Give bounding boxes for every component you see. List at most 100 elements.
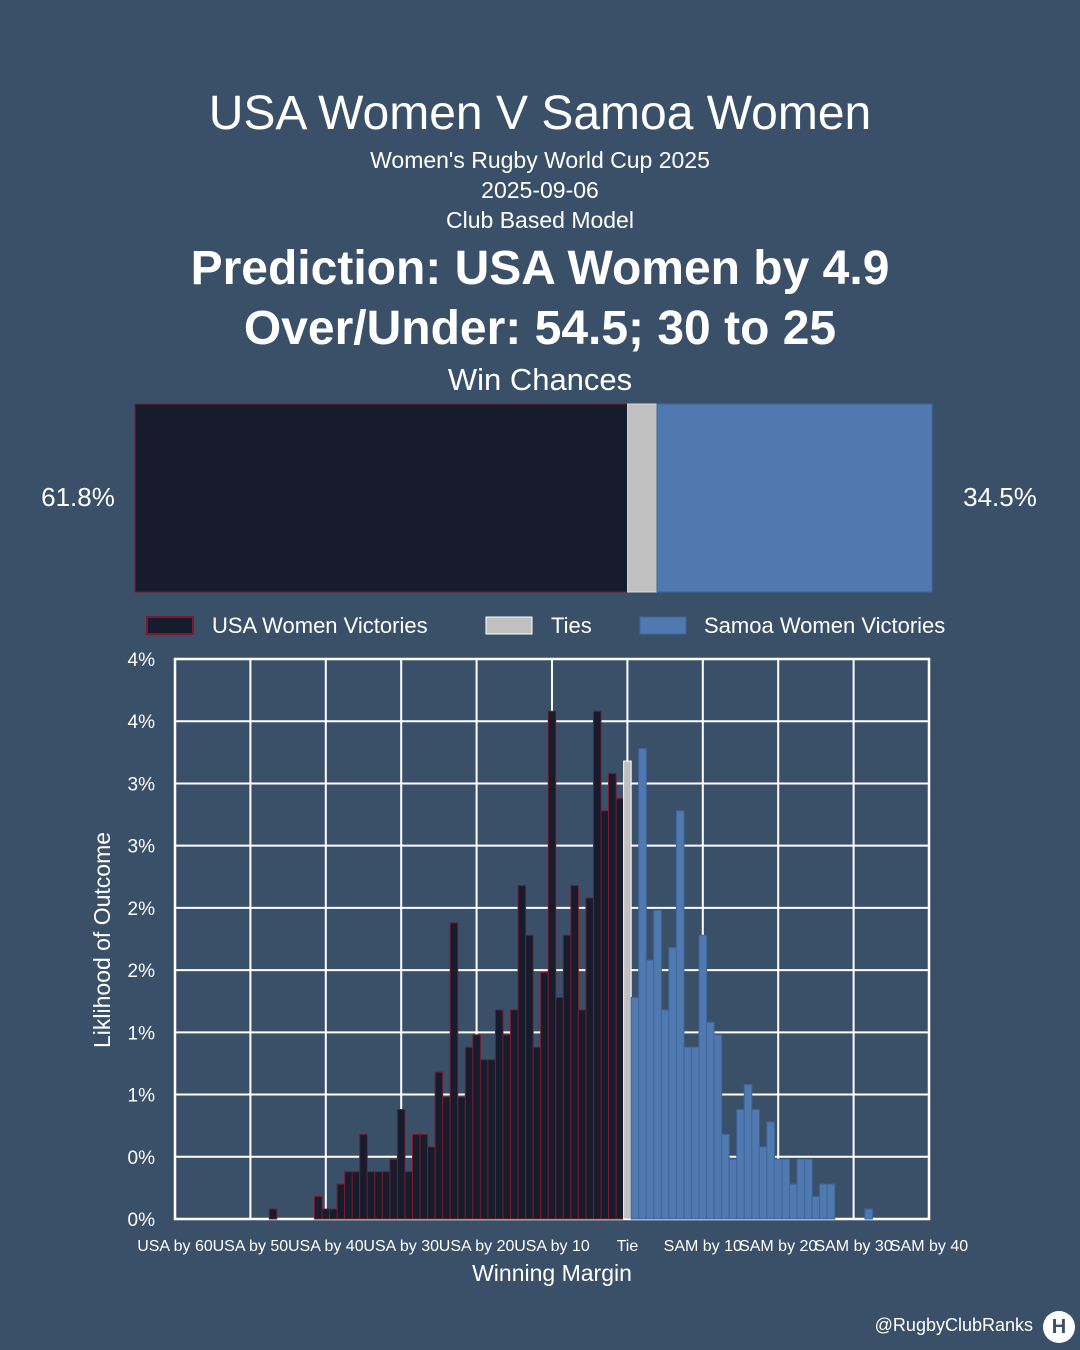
bar-usa (570, 884, 579, 1220)
bar-usa (396, 1108, 406, 1220)
bar-samoa (675, 810, 685, 1220)
legend-swatch-samoa (639, 616, 687, 635)
legend: USA Women Victories Ties Samoa Women Vic… (146, 613, 945, 638)
bar-samoa (713, 1034, 723, 1220)
x-tick-label: SAM by 20 (739, 1238, 817, 1255)
bar-samoa (804, 1158, 813, 1220)
bar-usa (351, 1171, 361, 1220)
samoa-win-pct: 34.5% (963, 482, 1037, 512)
histogram-plot: 0%0%1%1%2%2%3%3%4%4%USA by 60 USA by 50 US… (128, 650, 969, 1255)
x-tick-label: USA by 40 (288, 1238, 364, 1255)
bar-samoa (721, 1133, 730, 1220)
y-tick-label: 2% (128, 961, 156, 982)
legend-swatch-usa (146, 616, 194, 635)
bar-usa (555, 996, 564, 1220)
y-tick-label: 2% (128, 899, 156, 920)
bar-usa (404, 1171, 414, 1220)
win-bar-usa (134, 403, 629, 593)
bar-usa (321, 1208, 331, 1220)
bar-usa (434, 1071, 444, 1220)
bar-usa (585, 897, 594, 1220)
bar-usa (359, 1133, 368, 1220)
bar-usa (517, 884, 527, 1220)
bar-samoa (796, 1158, 806, 1220)
bar-usa (419, 1133, 429, 1220)
bar-samoa (864, 1208, 873, 1220)
bar-samoa (645, 959, 655, 1220)
over-under-text: Over/Under: 54.5; 30 to 25 (243, 302, 837, 355)
x-tick-label: USA by 20 (439, 1238, 515, 1255)
bar-usa (427, 1146, 436, 1220)
bar-usa (547, 710, 557, 1220)
x-tick-label: Tie (617, 1238, 639, 1255)
bar-samoa (781, 1158, 791, 1220)
bar-samoa (728, 1158, 738, 1220)
y-axis-label: Liklihood of Outcome (89, 832, 115, 1048)
legend-label-samoa: Samoa Women Victories (704, 613, 945, 638)
y-tick-label: 3% (128, 774, 156, 795)
bar-usa (577, 1009, 587, 1220)
rugby-posts-logo-icon: H (1043, 1311, 1075, 1343)
x-tick-label: SAM by 40 (890, 1238, 968, 1255)
x-tick-label: USA by 60 (137, 1238, 213, 1255)
legend-swatch-tie (485, 616, 533, 635)
bar-samoa (683, 1046, 692, 1220)
win-chances-bar (134, 403, 933, 593)
bar-usa (268, 1208, 278, 1220)
bar-usa (540, 972, 549, 1220)
bar-usa (510, 1009, 519, 1220)
bar-usa (313, 1196, 323, 1220)
usa-win-pct: 61.8% (41, 482, 115, 512)
match-date: 2025-09-06 (481, 177, 599, 203)
bar-samoa (668, 947, 677, 1220)
bar-usa (374, 1171, 383, 1220)
bar-usa (615, 797, 625, 1220)
bar-samoa (758, 1146, 768, 1220)
legend-label-tie: Ties (551, 613, 592, 638)
bar-usa (532, 1046, 542, 1220)
bar-usa (487, 1059, 496, 1220)
bar-tie (623, 760, 632, 1220)
y-tick-label: 1% (128, 1086, 156, 1107)
y-tick-label: 3% (128, 837, 156, 858)
bar-usa (442, 1096, 451, 1220)
bar-samoa (698, 934, 708, 1220)
x-axis-label: Winning Margin (472, 1260, 632, 1286)
bar-usa (381, 1171, 391, 1220)
y-tick-label: 4% (128, 712, 156, 733)
win-bar-samoa (656, 403, 933, 593)
y-tick-label: 0% (128, 1210, 156, 1231)
bar-samoa (766, 1121, 775, 1220)
x-tick-label: USA by 30 (363, 1238, 439, 1255)
twitter-handle: @RugbyClubRanks (874, 1315, 1033, 1335)
bar-samoa (706, 1021, 715, 1220)
bar-usa (479, 1059, 489, 1220)
bar-usa (457, 1096, 466, 1220)
bar-usa (562, 934, 572, 1220)
x-tick-label: SAM by 10 (664, 1238, 742, 1255)
bar-usa (366, 1171, 376, 1220)
win-chances-label: Win Chances (447, 362, 633, 397)
bar-samoa (819, 1183, 828, 1220)
bar-usa (389, 1158, 398, 1220)
bar-samoa (653, 909, 662, 1220)
bar-samoa (638, 748, 647, 1220)
bar-usa (472, 1034, 481, 1220)
bar-usa (464, 1046, 474, 1220)
bar-samoa (751, 1108, 760, 1220)
model-label: Club Based Model (446, 207, 634, 233)
bar-usa (600, 810, 610, 1220)
bar-samoa (736, 1108, 745, 1220)
win-bar-tie (627, 403, 658, 593)
bar-usa (525, 934, 534, 1220)
bar-usa (608, 772, 617, 1220)
competition-label: Women's Rugby World Cup 2025 (370, 147, 710, 173)
y-tick-label: 1% (128, 1023, 156, 1044)
bar-samoa (743, 1084, 753, 1220)
bar-usa (592, 710, 602, 1220)
bar-usa (494, 1009, 504, 1220)
bar-usa (336, 1183, 346, 1220)
bar-samoa (660, 1009, 670, 1220)
x-tick-label: SAM by 30 (814, 1238, 892, 1255)
